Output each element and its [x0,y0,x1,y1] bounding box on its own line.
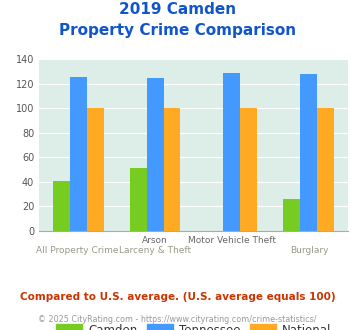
Bar [70,77,87,231]
Bar [283,199,300,231]
Bar [240,109,257,231]
Text: © 2025 CityRating.com - https://www.cityrating.com/crime-statistics/: © 2025 CityRating.com - https://www.city… [38,315,317,324]
Text: Property Crime Comparison: Property Crime Comparison [59,23,296,38]
Text: Motor Vehicle Theft: Motor Vehicle Theft [188,236,276,245]
Bar [53,181,70,231]
Text: Larceny & Theft: Larceny & Theft [119,246,191,255]
Text: Burglary: Burglary [290,246,328,255]
Text: Arson: Arson [142,236,168,245]
Text: Compared to U.S. average. (U.S. average equals 100): Compared to U.S. average. (U.S. average … [20,292,335,302]
Text: All Property Crime: All Property Crime [37,246,119,255]
Bar [164,109,180,231]
Bar [300,74,317,231]
Bar [130,169,147,231]
Bar [223,73,240,231]
Text: 2019 Camden: 2019 Camden [119,2,236,16]
Bar [87,109,104,231]
Bar [147,78,164,231]
Legend: Camden, Tennessee, National: Camden, Tennessee, National [51,319,335,330]
Bar [317,109,334,231]
